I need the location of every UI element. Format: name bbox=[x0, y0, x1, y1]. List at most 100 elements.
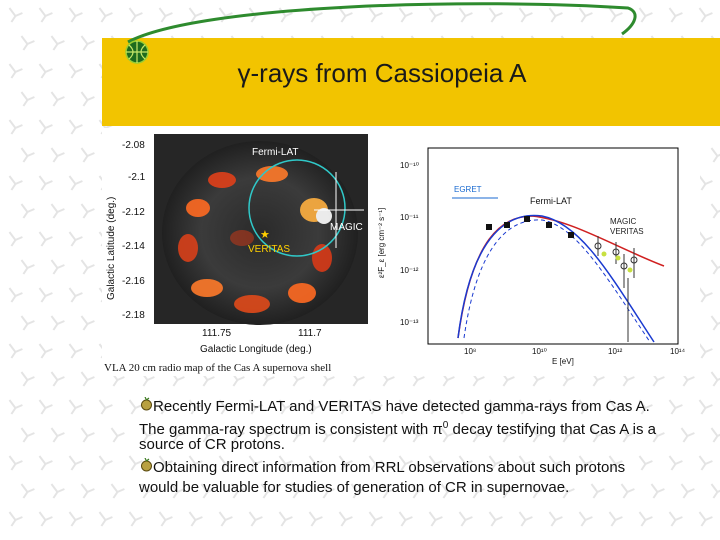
label-veritas: VERITAS bbox=[248, 244, 290, 255]
pattern-glyph bbox=[110, 483, 125, 499]
p1-text-a: Recently Fermi-LAT and VERITAS have dete… bbox=[153, 398, 650, 415]
pattern-glyph bbox=[38, 511, 53, 527]
pattern-glyph bbox=[398, 511, 413, 527]
pattern-glyph bbox=[398, 399, 413, 415]
bullet-icon bbox=[141, 458, 152, 472]
pattern-glyph bbox=[50, 203, 65, 219]
pattern-glyph bbox=[590, 427, 605, 443]
pattern-glyph bbox=[458, 399, 473, 415]
pattern-glyph bbox=[680, 483, 695, 499]
pattern-glyph bbox=[698, 399, 713, 415]
pattern-glyph bbox=[80, 203, 95, 219]
legend-fermi: Fermi-LAT bbox=[530, 196, 572, 206]
y-tick: 10⁻¹² bbox=[400, 266, 419, 275]
x-tick: 111.75 bbox=[202, 328, 232, 339]
pattern-glyph bbox=[680, 427, 695, 443]
pattern-glyph bbox=[20, 371, 35, 387]
pattern-glyph bbox=[560, 427, 575, 443]
pattern-glyph bbox=[140, 427, 155, 443]
x-tick: 10⁸ bbox=[464, 347, 476, 356]
pattern-glyph bbox=[278, 455, 293, 471]
pattern-glyph bbox=[710, 203, 720, 219]
pattern-glyph bbox=[158, 399, 173, 415]
pattern-glyph bbox=[128, 511, 143, 527]
pattern-glyph bbox=[470, 427, 485, 443]
title-decoration bbox=[125, 2, 637, 64]
p1-text-b: The gamma-ray spectrum is consistent wit… bbox=[139, 421, 443, 438]
pattern-glyph bbox=[578, 399, 593, 415]
pattern-glyph bbox=[668, 399, 683, 415]
pattern-glyph bbox=[710, 371, 720, 387]
pattern-glyph bbox=[518, 455, 533, 471]
pattern-glyph bbox=[20, 35, 35, 51]
pattern-glyph bbox=[80, 315, 95, 331]
pattern-glyph bbox=[308, 511, 323, 527]
pattern-glyph bbox=[698, 455, 713, 471]
pattern-glyph bbox=[578, 455, 593, 471]
label-magic: MAGIC bbox=[330, 222, 363, 233]
pattern-glyph bbox=[578, 7, 593, 23]
pattern-glyph bbox=[80, 371, 95, 387]
pattern-glyph bbox=[50, 371, 65, 387]
pattern-glyph bbox=[608, 455, 623, 471]
pattern-glyph bbox=[140, 483, 155, 499]
pattern-glyph bbox=[698, 343, 713, 359]
pattern-glyph bbox=[608, 399, 623, 415]
pattern-glyph bbox=[218, 399, 233, 415]
pattern-glyph bbox=[248, 455, 263, 471]
pattern-glyph bbox=[698, 287, 713, 303]
model-curve-blue bbox=[457, 214, 655, 343]
pattern-glyph bbox=[548, 399, 563, 415]
pattern-glyph bbox=[68, 343, 83, 359]
pattern-glyph bbox=[518, 7, 533, 23]
gamma-ray-spectrum-plot: 10⁻¹⁰ 10⁻¹¹ 10⁻¹² 10⁻¹³ 10⁸ 10¹⁰ 10¹² 10… bbox=[372, 128, 700, 376]
pattern-glyph bbox=[650, 483, 665, 499]
pattern-glyph bbox=[68, 175, 83, 191]
bullet-icon bbox=[141, 397, 152, 411]
pattern-glyph bbox=[80, 483, 95, 499]
pattern-glyph bbox=[230, 483, 245, 499]
pattern-glyph bbox=[338, 399, 353, 415]
pattern-glyph bbox=[668, 7, 683, 23]
pattern-glyph bbox=[170, 427, 185, 443]
pattern-glyph bbox=[458, 511, 473, 527]
pattern-glyph bbox=[710, 483, 720, 499]
pattern-glyph bbox=[200, 483, 215, 499]
pattern-glyph bbox=[68, 455, 83, 471]
pattern-glyph bbox=[458, 455, 473, 471]
pattern-glyph bbox=[50, 35, 65, 51]
pattern-glyph bbox=[50, 427, 65, 443]
pattern-glyph bbox=[710, 259, 720, 275]
pattern-glyph bbox=[8, 287, 23, 303]
y-tick: -2.08 bbox=[122, 140, 145, 151]
pattern-glyph bbox=[278, 511, 293, 527]
pattern-glyph bbox=[350, 427, 365, 443]
legend-veritas: VERITAS bbox=[610, 227, 644, 236]
fermi-error-circle bbox=[248, 159, 346, 257]
y-tick: 10⁻¹⁰ bbox=[400, 161, 419, 170]
pattern-glyph bbox=[488, 455, 503, 471]
pattern-glyph bbox=[68, 7, 83, 23]
pattern-glyph bbox=[38, 7, 53, 23]
pattern-glyph bbox=[410, 427, 425, 443]
pattern-glyph bbox=[290, 483, 305, 499]
pattern-glyph bbox=[488, 7, 503, 23]
pattern-glyph bbox=[50, 483, 65, 499]
pattern-glyph bbox=[590, 483, 605, 499]
pattern-glyph bbox=[320, 483, 335, 499]
pattern-glyph bbox=[500, 427, 515, 443]
x-axis-label: E [eV] bbox=[552, 357, 574, 366]
pattern-glyph bbox=[20, 427, 35, 443]
pi-superscript: 0 bbox=[442, 420, 449, 431]
pattern-glyph bbox=[38, 343, 53, 359]
p2-text-a: Obtaining direct information from RRL ob… bbox=[153, 459, 626, 476]
pattern-glyph bbox=[410, 483, 425, 499]
pattern-glyph bbox=[38, 231, 53, 247]
pattern-glyph bbox=[20, 259, 35, 275]
pattern-glyph bbox=[8, 119, 23, 135]
pattern-glyph bbox=[20, 147, 35, 163]
pattern-glyph bbox=[20, 483, 35, 499]
pattern-glyph bbox=[38, 399, 53, 415]
x-tick: 10¹⁰ bbox=[532, 347, 547, 356]
pattern-glyph bbox=[278, 399, 293, 415]
